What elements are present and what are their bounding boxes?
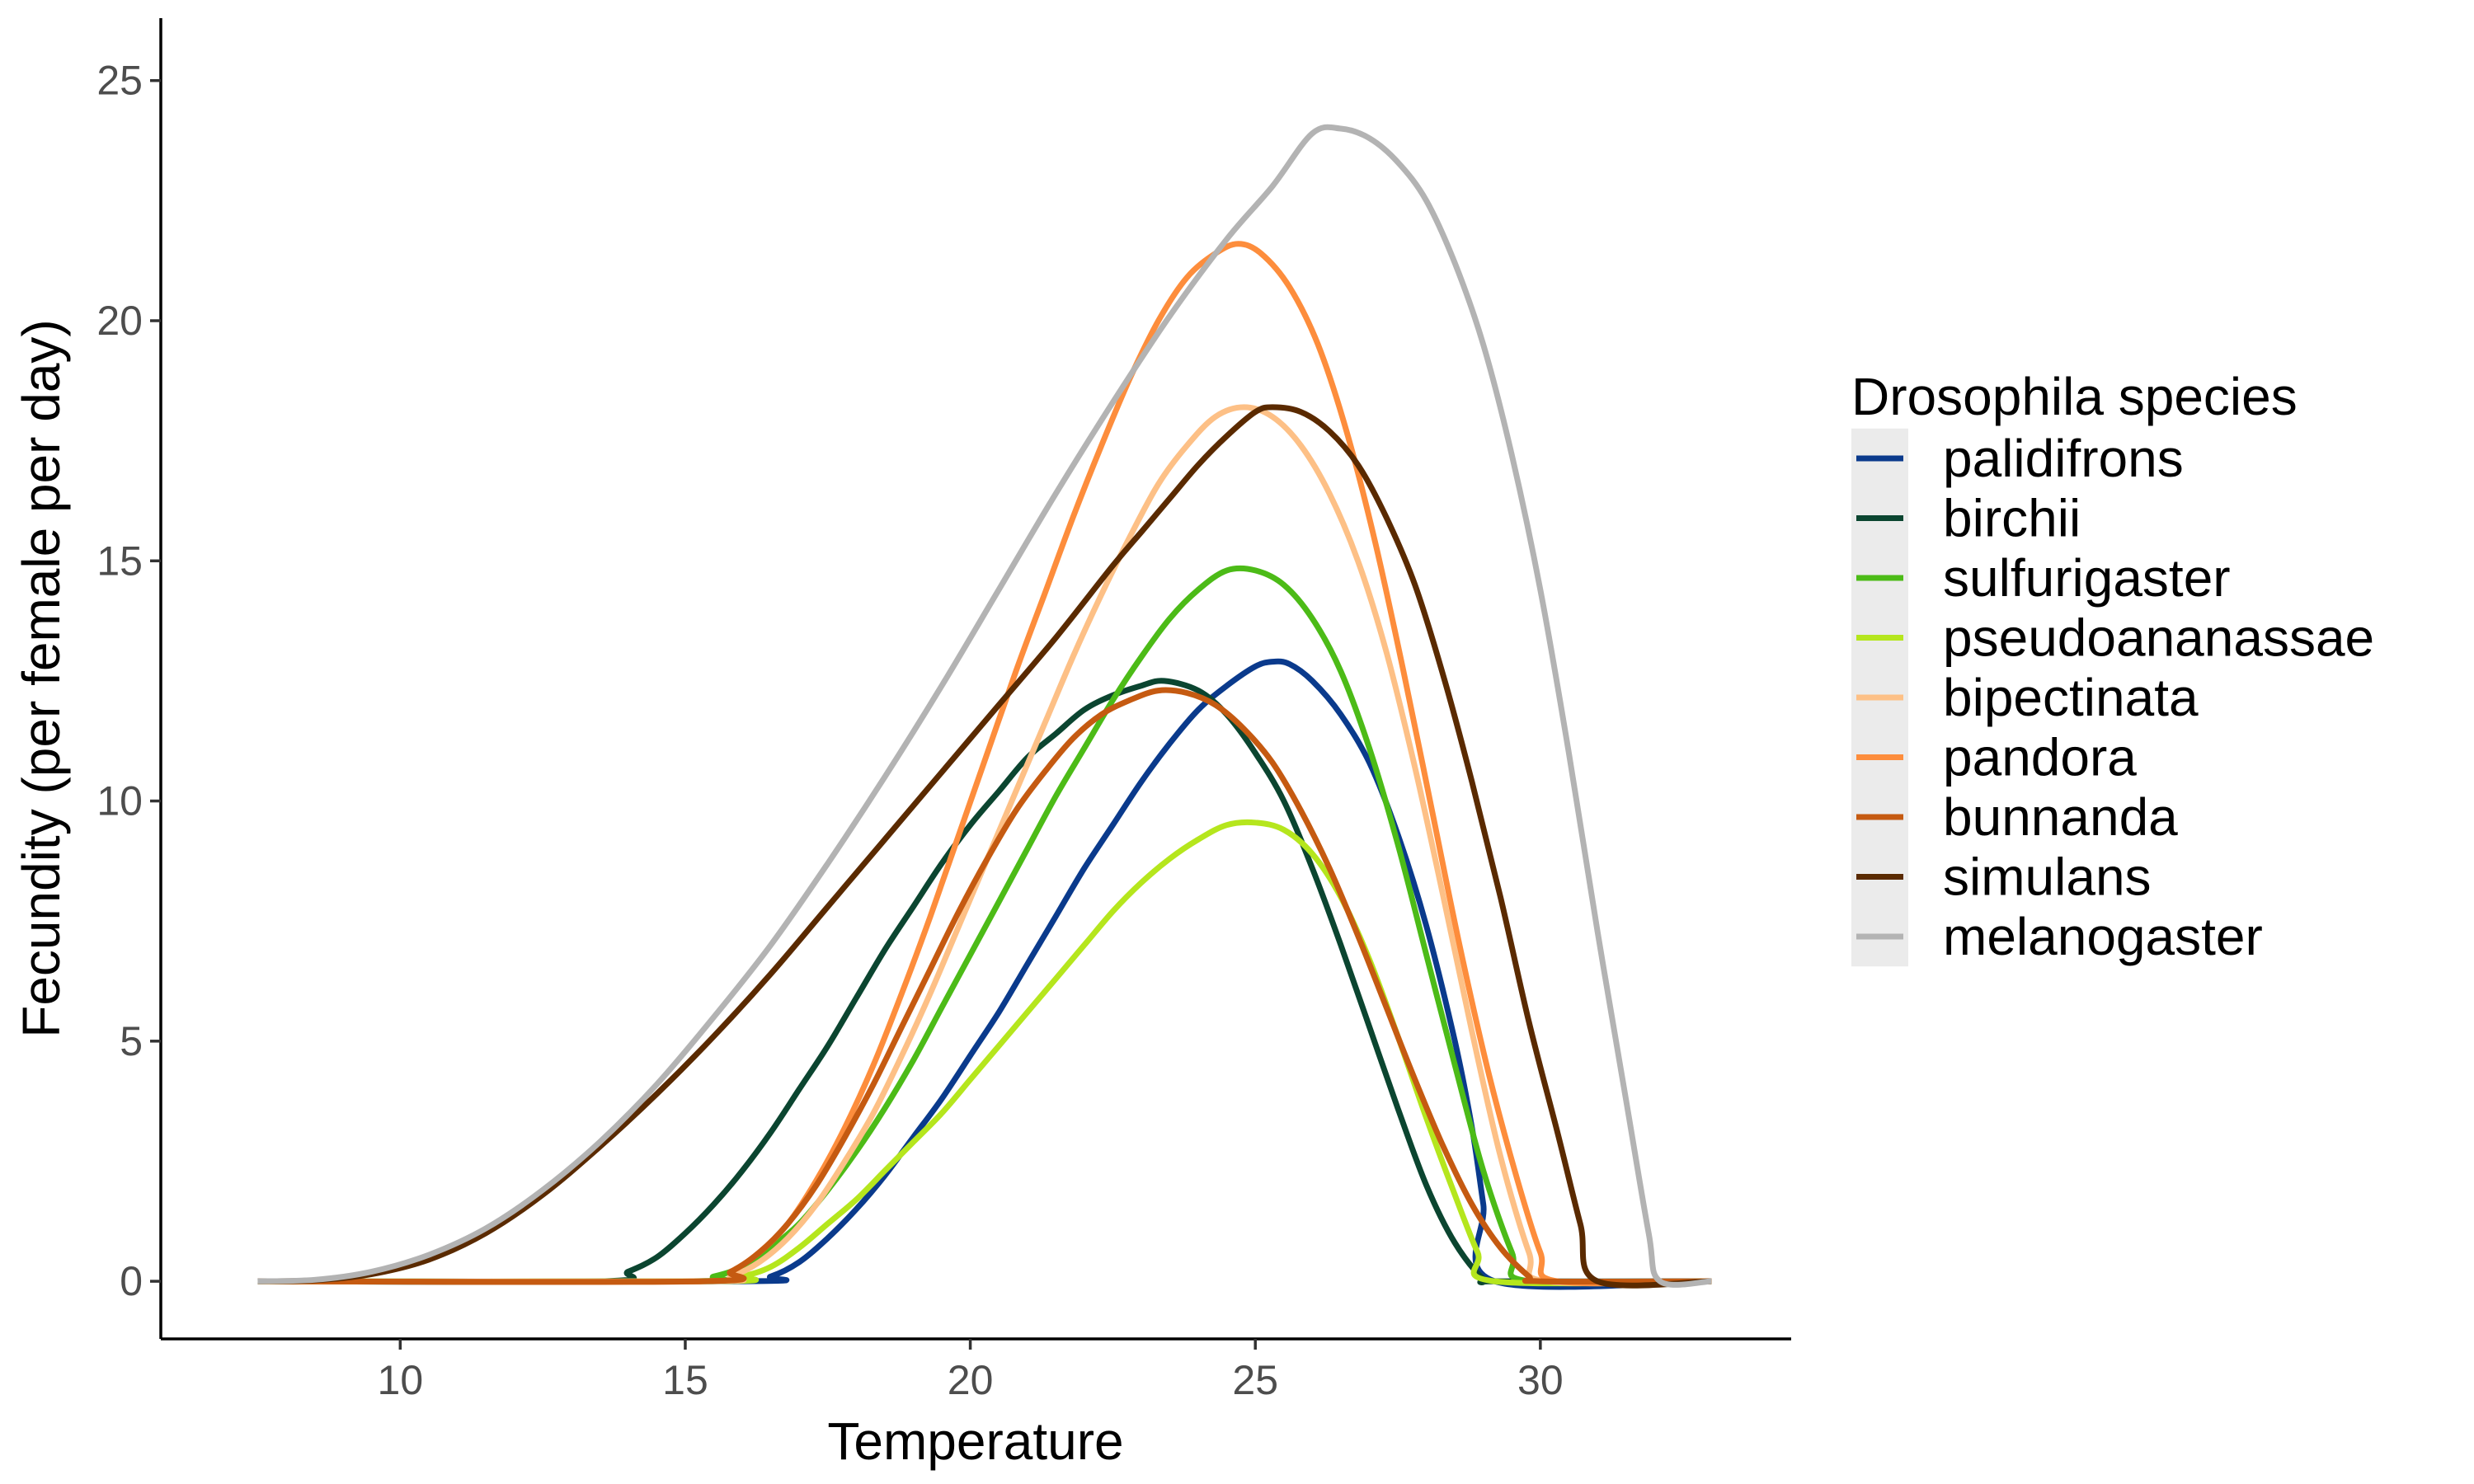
series-line-bunnanda: [257, 687, 1712, 1285]
x-tick-label: 25: [1232, 1357, 1278, 1403]
y-tick-label: 0: [120, 1258, 143, 1304]
legend-label-pandora: pandora: [1943, 728, 2137, 787]
y-tick-label: 5: [120, 1018, 143, 1064]
series-line-melanogaster: [257, 124, 1712, 1288]
legend-label-bunnanda: bunnanda: [1943, 787, 2178, 847]
legend-title: Drosophila species: [1851, 367, 2298, 426]
x-tick-label: 30: [1517, 1357, 1564, 1403]
series-line-bipectinata: [257, 404, 1712, 1287]
x-axis-title: Temperature: [827, 1411, 1123, 1471]
x-tick-label: 20: [948, 1357, 994, 1403]
series-line-birchii: [257, 678, 1712, 1285]
legend-label-palidifrons: palidifrons: [1943, 429, 2184, 488]
legend-label-pseudoananassae: pseudoananassae: [1943, 608, 2374, 668]
legend: Drosophila species palidifronsbirchiisul…: [1851, 367, 2374, 967]
legend-label-birchii: birchii: [1943, 489, 2081, 548]
y-tick-label: 15: [96, 538, 143, 584]
legend-label-simulans: simulans: [1943, 848, 2152, 907]
y-tick-label: 20: [96, 298, 143, 344]
y-tick-label: 25: [96, 58, 143, 104]
x-tick-label: 10: [378, 1357, 424, 1403]
legend-label-sulfurigaster: sulfurigaster: [1943, 548, 2231, 608]
legend-label-bipectinata: bipectinata: [1943, 668, 2199, 727]
series-line-simulans: [257, 404, 1712, 1289]
legend-items: palidifronsbirchiisulfurigasterpseudoana…: [1851, 428, 2374, 967]
series-line-pseudoananassae: [257, 819, 1712, 1287]
x-axis-ticks: 10 15 20 25 30: [378, 1339, 1564, 1403]
y-axis-title: Fecundity (per female per day): [12, 319, 71, 1038]
y-axis-ticks: 0 5 10 15 20 25: [96, 58, 161, 1304]
x-tick-label: 15: [662, 1357, 708, 1403]
series-line-palidifrons: [257, 658, 1712, 1290]
legend-label-melanogaster: melanogaster: [1943, 907, 2263, 966]
plot-lines: [257, 124, 1712, 1290]
y-tick-label: 10: [96, 778, 143, 824]
series-line-sulfurigaster: [257, 565, 1712, 1287]
